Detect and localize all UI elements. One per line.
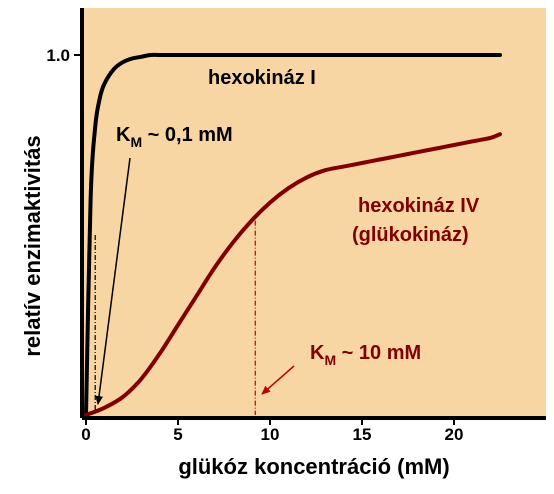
km-hexi-sub: M xyxy=(130,134,142,150)
x-tick-label-20: 20 xyxy=(445,425,464,444)
km-hexiv-sub: M xyxy=(324,352,336,368)
series-line-2 xyxy=(84,132,502,417)
x-tick-label-15: 15 xyxy=(353,425,372,444)
x-axis-title: glükóz koncentráció (mM) xyxy=(178,454,449,479)
x-tick-label-0: 0 xyxy=(81,425,90,444)
km-hexokinase-i-label: KM ~ 0,1 mM xyxy=(116,124,233,150)
y-tick-label-0: 1.0 xyxy=(46,46,70,65)
x-tick-label-10: 10 xyxy=(261,425,280,444)
km-hexi-rest: ~ 0,1 mM xyxy=(142,124,233,146)
hexokinase-iv-label-line1: hexokináz IV xyxy=(358,195,480,217)
y-axis-title: relatív enzimaktivitás xyxy=(20,135,45,356)
km-hexi-k: K xyxy=(116,124,131,146)
series-line-1 xyxy=(84,52,502,417)
km-hexi-arrow xyxy=(95,157,131,405)
km-hexiv-k: K xyxy=(310,342,325,364)
km-hexiv-rest: ~ 10 mM xyxy=(336,342,421,364)
plot-background xyxy=(82,8,546,418)
km-hexokinase-iv-label: KM ~ 10 mM xyxy=(310,342,421,368)
km-hexiv-arrow xyxy=(261,365,295,395)
x-tick-label-5: 5 xyxy=(173,425,182,444)
hexokinase-iv-label-line2: (glükokináz) xyxy=(352,224,469,246)
hexokinase-i-label: hexokináz I xyxy=(208,67,316,89)
